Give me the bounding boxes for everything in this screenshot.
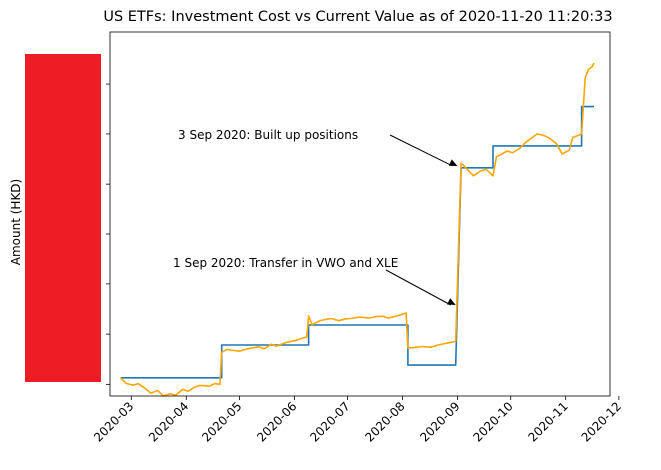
x-tick-label: 2020-08: [362, 399, 407, 444]
annotation-label: 3 Sep 2020: Built up positions: [178, 128, 358, 142]
annotation-arrow: [385, 269, 451, 306]
annotation-arrowhead: [448, 159, 458, 166]
annotation-label: 1 Sep 2020: Transfer in VWO and XLE: [173, 256, 398, 270]
x-tick-label: 2020-03: [91, 399, 136, 444]
plot-area: [120, 62, 595, 397]
x-tick-label: 2020-12: [579, 399, 624, 444]
x-tick-label: 2020-09: [417, 399, 462, 444]
x-tick-label: 2020-05: [199, 399, 244, 444]
redacted-y-tick-labels: [25, 54, 101, 382]
annotations: 3 Sep 2020: Built up positions 1 Sep 2020…: [173, 128, 458, 306]
annotation-arrow: [389, 134, 453, 167]
x-tick-label: 2020-04: [146, 399, 191, 444]
y-axis-label: Amount (HKD): [9, 179, 23, 265]
plot-frame: [109, 31, 611, 397]
series-line-0: [120, 105, 594, 379]
x-tick-label: 2020-10: [470, 399, 515, 444]
y-axis: [106, 83, 110, 385]
x-tick-label: 2020-06: [254, 399, 299, 444]
x-tick-label: 2020-07: [307, 399, 352, 444]
series-line-1: [120, 62, 595, 397]
chart-title: US ETFs: Investment Cost vs Current Valu…: [103, 9, 612, 25]
x-tick-label: 2020-11: [525, 399, 570, 444]
annotation-arrowhead: [447, 298, 456, 305]
x-axis: 2020-03 2020-04 2020-05 2020-06 2020-07 2020-…: [91, 396, 624, 445]
